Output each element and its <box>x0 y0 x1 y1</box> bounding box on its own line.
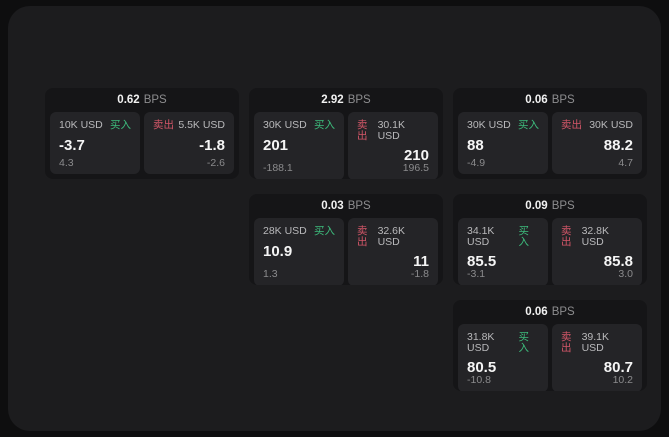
spread-cards-grid: 0.62 BPS 10K USD 买入 -3.7 4.3 卖出 5.5K USD <box>45 88 647 391</box>
sell-sub-value: 196.5 <box>402 162 429 174</box>
buy-sub-value: -3.1 <box>467 268 486 280</box>
sell-amount: 39.1K USD <box>581 331 610 354</box>
sell-sub-value: 3.0 <box>618 268 633 280</box>
buy-panel[interactable]: 31.8K USD 买入 80.5 -10.8 <box>458 324 548 391</box>
sell-price: 85.8 <box>603 253 633 270</box>
sell-sub-value: 4.7 <box>618 156 633 169</box>
buy-label: 买入 <box>110 119 131 131</box>
sell-label: 卖出 <box>561 119 582 131</box>
buy-sub-value: 4.3 <box>59 156 74 169</box>
sell-panel[interactable]: 卖出 39.1K USD 80.7 10.2 <box>552 324 642 391</box>
buy-price: 88 <box>467 136 484 154</box>
buy-label: 买入 <box>518 119 539 131</box>
sell-amount: 30K USD <box>589 119 633 131</box>
buy-panel[interactable]: 30K USD 买入 88 -4.9 <box>458 112 548 174</box>
buy-panel[interactable]: 34.1K USD 买入 85.5 -3.1 <box>458 218 548 285</box>
buy-price: 10.9 <box>263 242 293 260</box>
sell-amount: 5.5K USD <box>178 119 225 131</box>
bps-value: 0.06 <box>525 94 548 106</box>
bps-unit: BPS <box>143 94 167 106</box>
bps-header: 0.06 BPS <box>453 300 647 324</box>
bps-unit: BPS <box>551 94 575 106</box>
sell-label: 卖出 <box>561 225 572 248</box>
buy-price: 201 <box>263 136 289 154</box>
buy-sell-panels: 34.1K USD 买入 85.5 -3.1 卖出 32.8K USD 85.8… <box>453 218 647 285</box>
buy-amount: 10K USD <box>59 119 103 131</box>
buy-panel[interactable]: 30K USD 买入 201 -188.1 <box>254 112 344 179</box>
spread-card: 0.06 BPS 30K USD 买入 88 -4.9 卖出 30K USD <box>453 88 647 179</box>
sell-label: 卖出 <box>153 119 174 131</box>
spread-card: 2.92 BPS 30K USD 买入 201 -188.1 卖出 30.1K … <box>249 88 443 179</box>
bps-unit: BPS <box>551 306 575 318</box>
buy-price: 85.5 <box>467 253 497 270</box>
buy-amount: 31.8K USD <box>467 331 495 354</box>
buy-amount: 28K USD <box>263 225 307 237</box>
buy-label: 买入 <box>518 225 529 248</box>
sell-price: -1.8 <box>199 136 225 154</box>
spread-card: 0.62 BPS 10K USD 买入 -3.7 4.3 卖出 5.5K USD <box>45 88 239 179</box>
sell-panel[interactable]: 卖出 5.5K USD -1.8 -2.6 <box>144 112 234 174</box>
bps-value: 0.09 <box>525 200 548 212</box>
sell-label: 卖出 <box>561 331 572 354</box>
sell-price: 210 <box>403 147 429 164</box>
buy-price: -3.7 <box>59 136 85 154</box>
sell-panel[interactable]: 卖出 32.6K USD 11 -1.8 <box>348 218 438 285</box>
sell-label: 卖出 <box>357 119 368 142</box>
bps-value: 2.92 <box>321 94 344 106</box>
buy-sell-panels: 30K USD 买入 88 -4.9 卖出 30K USD 88.2 4.7 <box>453 112 647 179</box>
spread-card: 0.09 BPS 34.1K USD 买入 85.5 -3.1 卖出 32.8K… <box>453 194 647 285</box>
buy-sub-value: -4.9 <box>467 156 486 169</box>
bps-unit: BPS <box>347 200 371 212</box>
buy-sell-panels: 28K USD 买入 10.9 1.3 卖出 32.6K USD 11 -1.8 <box>249 218 443 285</box>
bps-unit: BPS <box>347 94 371 106</box>
sell-amount: 32.8K USD <box>581 225 610 248</box>
spread-card: 0.06 BPS 31.8K USD 买入 80.5 -10.8 卖出 39.1… <box>453 300 647 391</box>
sell-price: 80.7 <box>603 359 633 376</box>
sell-price: 11 <box>413 253 429 270</box>
buy-sub-value: 1.3 <box>263 268 278 280</box>
spread-card: 0.03 BPS 28K USD 买入 10.9 1.3 卖出 32.6K US… <box>249 194 443 285</box>
sell-sub-value: -2.6 <box>206 156 225 169</box>
buy-label: 买入 <box>314 225 335 237</box>
bps-header: 0.09 BPS <box>453 194 647 218</box>
buy-amount: 30K USD <box>467 119 511 131</box>
sell-sub-value: 10.2 <box>612 374 633 386</box>
buy-label: 买入 <box>518 331 529 354</box>
buy-sell-panels: 30K USD 买入 201 -188.1 卖出 30.1K USD 210 1… <box>249 112 443 179</box>
bps-header: 0.62 BPS <box>45 88 239 112</box>
buy-label: 买入 <box>314 119 335 131</box>
sell-panel[interactable]: 卖出 30.1K USD 210 196.5 <box>348 112 438 179</box>
buy-sub-value: -188.1 <box>263 162 293 174</box>
buy-amount: 34.1K USD <box>467 225 495 248</box>
buy-sell-panels: 10K USD 买入 -3.7 4.3 卖出 5.5K USD -1.8 -2.… <box>45 112 239 179</box>
sell-label: 卖出 <box>357 225 368 248</box>
buy-sell-panels: 31.8K USD 买入 80.5 -10.8 卖出 39.1K USD 80.… <box>453 324 647 391</box>
bps-value: 0.06 <box>525 306 548 318</box>
bps-header: 0.03 BPS <box>249 194 443 218</box>
sell-panel[interactable]: 卖出 30K USD 88.2 4.7 <box>552 112 642 174</box>
bps-value: 0.62 <box>117 94 140 106</box>
buy-amount: 30K USD <box>263 119 307 131</box>
sell-amount: 32.6K USD <box>377 225 406 248</box>
sell-amount: 30.1K USD <box>377 119 406 142</box>
sell-panel[interactable]: 卖出 32.8K USD 85.8 3.0 <box>552 218 642 285</box>
bps-value: 0.03 <box>321 200 344 212</box>
buy-panel[interactable]: 28K USD 买入 10.9 1.3 <box>254 218 344 285</box>
sell-price: 88.2 <box>603 136 633 154</box>
buy-panel[interactable]: 10K USD 买入 -3.7 4.3 <box>50 112 140 174</box>
bps-header: 0.06 BPS <box>453 88 647 112</box>
sell-sub-value: -1.8 <box>410 268 429 280</box>
buy-price: 80.5 <box>467 359 497 376</box>
bps-header: 2.92 BPS <box>249 88 443 112</box>
buy-sub-value: -10.8 <box>467 374 491 386</box>
app-surface: 0.62 BPS 10K USD 买入 -3.7 4.3 卖出 5.5K USD <box>8 6 661 431</box>
bps-unit: BPS <box>551 200 575 212</box>
